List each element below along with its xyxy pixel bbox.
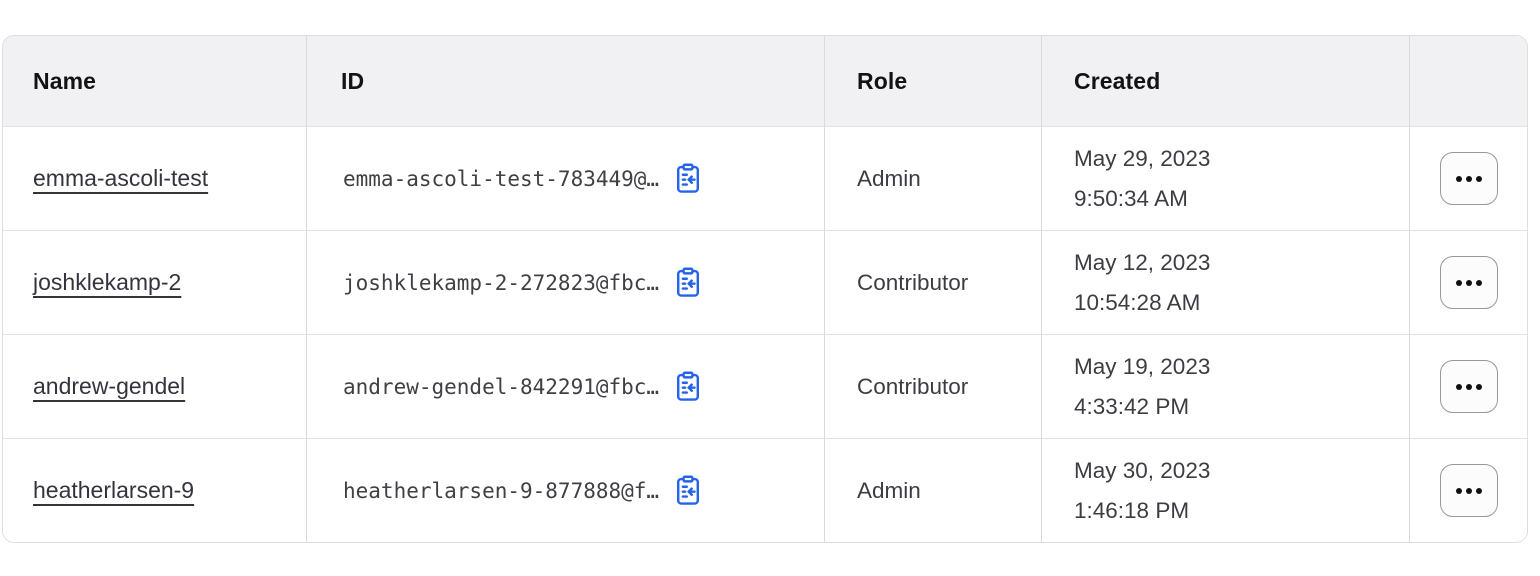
clipboard-copy-icon: [674, 163, 702, 194]
member-id-value: heatherlarsen-9-877888@f…: [343, 478, 660, 503]
table-row: emma-ascoli-test emma-ascoli-test-783449…: [3, 126, 1527, 230]
actions-cell: [1410, 127, 1527, 230]
name-cell: heatherlarsen-9: [3, 439, 307, 542]
name-cell: andrew-gendel: [3, 335, 307, 438]
created-cell: May 19, 2023 4:33:42 PM: [1042, 335, 1410, 438]
copy-id-button[interactable]: [674, 163, 702, 194]
table-row: joshklekamp-2 joshklekamp-2-272823@fbc…: [3, 230, 1527, 334]
id-cell: heatherlarsen-9-877888@f…: [307, 439, 825, 542]
member-id-value: andrew-gendel-842291@fbc…: [343, 374, 660, 399]
id-cell: joshklekamp-2-272823@fbc…: [307, 231, 825, 334]
member-name-link[interactable]: joshklekamp-2: [33, 269, 182, 295]
copy-id-button[interactable]: [674, 371, 702, 402]
clipboard-copy-icon: [674, 475, 702, 506]
column-header-actions: [1410, 36, 1527, 126]
table-row: andrew-gendel andrew-gendel-842291@fbc…: [3, 334, 1527, 438]
created-cell: May 30, 2023 1:46:18 PM: [1042, 439, 1410, 542]
created-date: May 29, 2023: [1074, 145, 1211, 171]
name-cell: emma-ascoli-test: [3, 127, 307, 230]
member-id-value: joshklekamp-2-272823@fbc…: [343, 270, 660, 295]
row-actions-button[interactable]: [1439, 152, 1498, 205]
row-actions-button[interactable]: [1439, 256, 1498, 309]
clipboard-copy-icon: [674, 267, 702, 298]
member-id-value: emma-ascoli-test-783449@…: [343, 166, 660, 191]
created-time: 9:50:34 AM: [1074, 185, 1188, 211]
column-header-id: ID: [307, 36, 825, 126]
copy-id-button[interactable]: [674, 475, 702, 506]
table-header-row: Name ID Role Created: [3, 36, 1527, 126]
row-actions-button[interactable]: [1439, 464, 1498, 517]
column-header-name: Name: [3, 36, 307, 126]
column-header-role: Role: [825, 36, 1042, 126]
actions-cell: [1410, 231, 1527, 334]
members-table: Name ID Role Created emma-ascoli-test em…: [2, 35, 1528, 543]
ellipsis-icon: [1455, 383, 1462, 390]
member-name-link[interactable]: heatherlarsen-9: [33, 477, 195, 503]
copy-id-button[interactable]: [674, 267, 702, 298]
role-cell: Admin: [825, 439, 1042, 542]
ellipsis-icon: [1455, 279, 1462, 286]
created-date: May 19, 2023: [1074, 353, 1211, 379]
created-time: 1:46:18 PM: [1074, 497, 1190, 523]
id-cell: emma-ascoli-test-783449@…: [307, 127, 825, 230]
created-time: 10:54:28 AM: [1074, 289, 1201, 315]
role-cell: Contributor: [825, 335, 1042, 438]
row-actions-button[interactable]: [1439, 360, 1498, 413]
ellipsis-icon: [1455, 175, 1462, 182]
created-date: May 12, 2023: [1074, 249, 1211, 275]
actions-cell: [1410, 439, 1527, 542]
created-cell: May 12, 2023 10:54:28 AM: [1042, 231, 1410, 334]
column-header-created: Created: [1042, 36, 1410, 126]
created-cell: May 29, 2023 9:50:34 AM: [1042, 127, 1410, 230]
table-row: heatherlarsen-9 heatherlarsen-9-877888@f…: [3, 438, 1527, 542]
role-cell: Contributor: [825, 231, 1042, 334]
member-name-link[interactable]: emma-ascoli-test: [33, 165, 209, 191]
actions-cell: [1410, 335, 1527, 438]
created-date: May 30, 2023: [1074, 457, 1211, 483]
clipboard-copy-icon: [674, 371, 702, 402]
role-cell: Admin: [825, 127, 1042, 230]
member-name-link[interactable]: andrew-gendel: [33, 373, 186, 399]
id-cell: andrew-gendel-842291@fbc…: [307, 335, 825, 438]
ellipsis-icon: [1455, 487, 1462, 494]
created-time: 4:33:42 PM: [1074, 393, 1190, 419]
name-cell: joshklekamp-2: [3, 231, 307, 334]
